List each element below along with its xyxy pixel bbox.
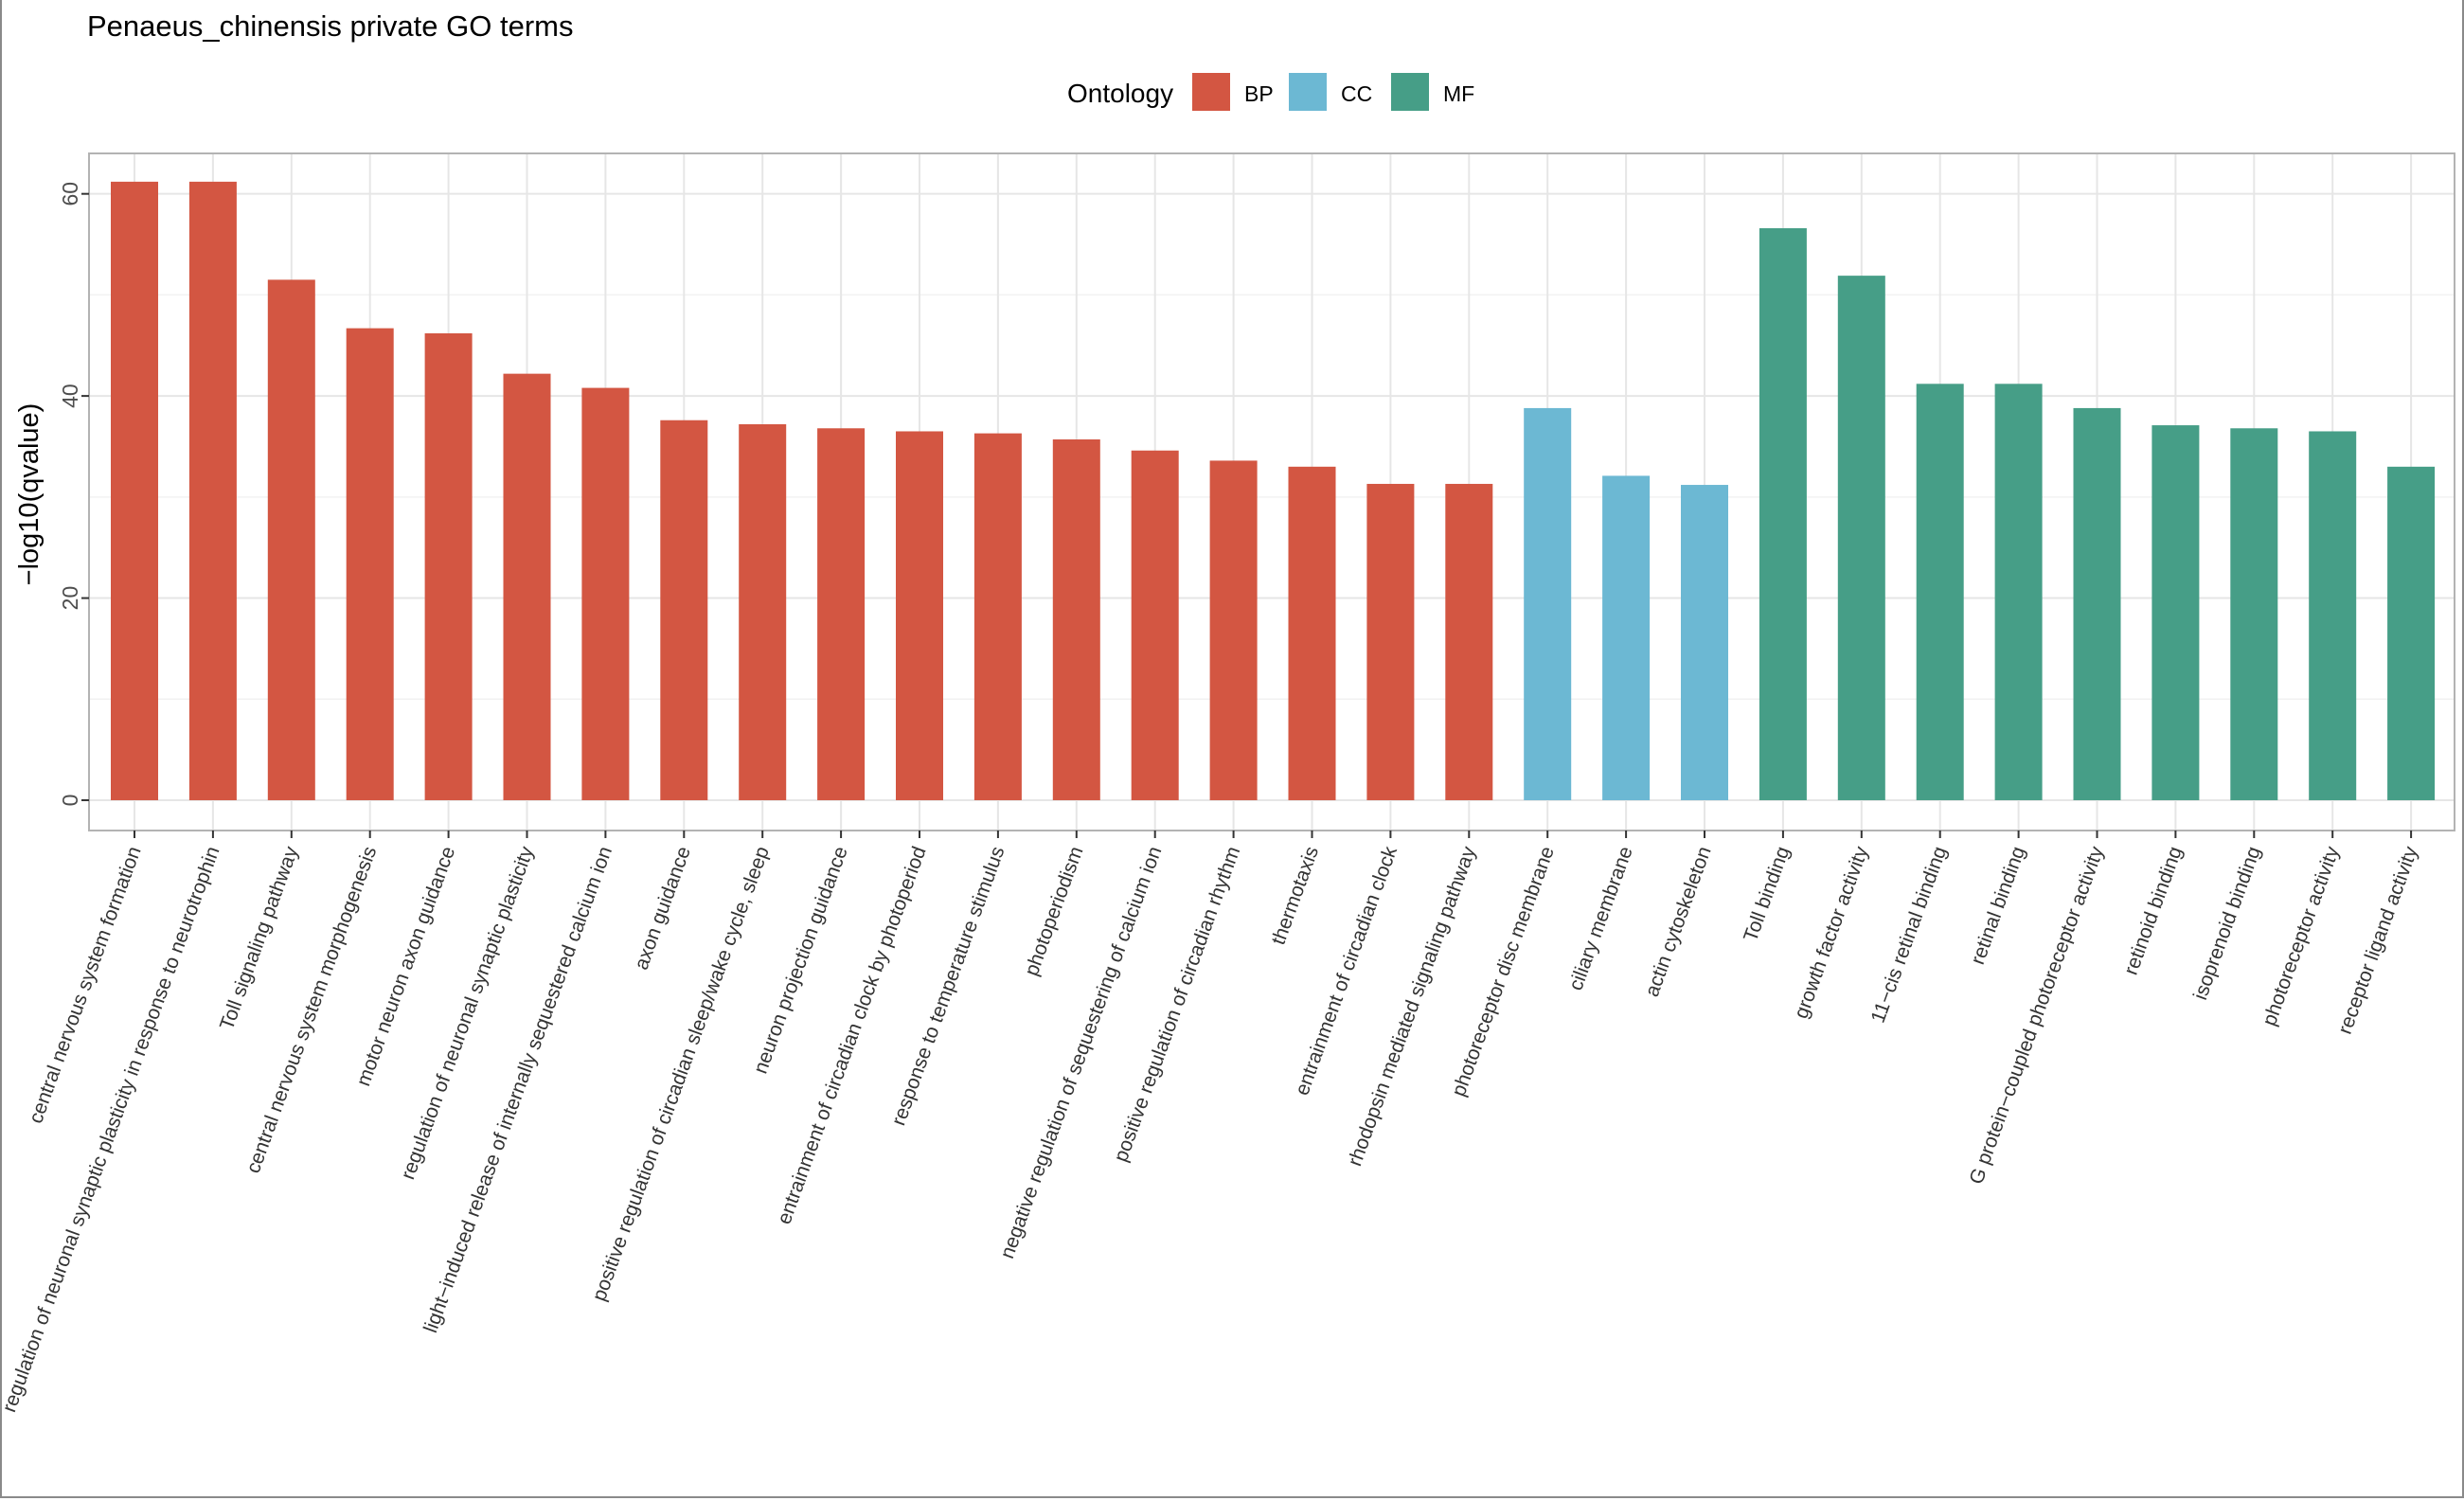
bar — [2309, 431, 2357, 800]
x-tick-label: axon guidance — [631, 844, 695, 973]
x-tick-label: entrainment of circadian clock by photop… — [774, 844, 931, 1227]
bar — [1916, 384, 1964, 800]
plot-panel-border — [88, 152, 2455, 831]
legend-key-mf — [1391, 73, 1429, 111]
y-axis-ticks: 0 20 40 60 — [58, 182, 89, 806]
x-tick-label: photoperiodism — [1021, 844, 1088, 979]
y-tick-label: 60 — [58, 182, 82, 206]
bar — [2387, 466, 2436, 800]
bar — [503, 373, 551, 800]
legend-key-bp — [1192, 73, 1230, 111]
x-tick-label: growth factor activity — [1790, 843, 1872, 1021]
bar — [896, 431, 943, 800]
bars — [111, 181, 2436, 800]
bar — [1994, 384, 2043, 800]
legend-label-bp: BP — [1244, 81, 1274, 106]
bar — [660, 420, 708, 800]
bar — [2073, 407, 2121, 800]
bar — [1445, 483, 1493, 800]
bar — [1837, 276, 1885, 800]
bar — [1366, 483, 1415, 800]
x-tick-label: isoprenoid binding — [2189, 844, 2265, 1003]
bar — [1052, 439, 1100, 800]
x-tick-label: retinal binding — [1967, 844, 2029, 968]
chart-title: Penaeus_chinensis private GO terms — [87, 9, 573, 43]
bar — [1131, 450, 1179, 800]
y-axis-label: −log10(qvalue) — [14, 403, 45, 586]
x-tick-label: thermotaxis — [1267, 844, 1323, 948]
bar — [1759, 227, 1807, 800]
bar — [1681, 485, 1728, 800]
x-tick-label: 11−cis retinal binding — [1867, 844, 1952, 1026]
x-tick-label: negative regulation of sequestering of c… — [996, 844, 1166, 1261]
bar — [346, 328, 394, 800]
bar — [1602, 475, 1651, 800]
bar — [424, 332, 473, 800]
x-tick-label: photoreceptor activity — [2259, 843, 2344, 1028]
x-tick-label: regulation of neuronal synaptic plastici… — [397, 843, 538, 1182]
x-tick-label: receptor ligand activity — [2334, 843, 2422, 1037]
bar — [973, 433, 1022, 800]
bar — [1209, 460, 1258, 800]
x-tick-label: G protein−coupled photoreceptor activity — [1965, 843, 2108, 1187]
bar — [1524, 407, 1572, 800]
x-tick-label: actin cytoskeleton — [1641, 844, 1716, 1000]
bar — [188, 181, 237, 800]
bar — [581, 387, 630, 800]
x-axis-ticks: central nervous system formationregulati… — [0, 831, 2422, 1415]
bar — [1288, 466, 1336, 800]
y-tick-label: 0 — [58, 795, 82, 807]
y-tick-label: 20 — [58, 586, 82, 611]
legend-label-cc: CC — [1341, 81, 1372, 106]
legend: Ontology BP CC MF — [1067, 73, 1474, 111]
bar — [267, 279, 315, 800]
legend-title: Ontology — [1067, 79, 1173, 108]
x-tick-label: Toll signaling pathway — [216, 843, 303, 1032]
x-tick-label: Toll binding — [1740, 844, 1794, 945]
bar — [817, 428, 866, 800]
legend-label-mf: MF — [1443, 81, 1474, 106]
bar — [2230, 428, 2278, 800]
bar — [111, 181, 158, 800]
bar — [2152, 425, 2200, 800]
x-tick-label: neuron projection guidance — [750, 844, 852, 1077]
x-tick-label: positive regulation of circadian sleep/w… — [588, 844, 774, 1304]
y-tick-label: 40 — [58, 384, 82, 408]
x-tick-label: retinoid binding — [2120, 844, 2187, 978]
legend-key-cc — [1289, 73, 1327, 111]
bar — [739, 424, 787, 800]
x-tick-label: ciliary membrane — [1564, 844, 1636, 993]
